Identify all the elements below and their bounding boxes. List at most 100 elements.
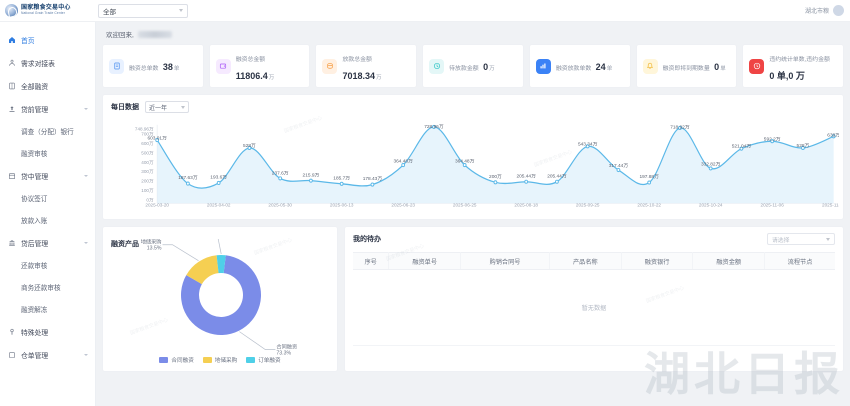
- line-chart-svg: [155, 124, 836, 204]
- legend-swatch-icon: [202, 357, 212, 363]
- sidebar-subitem-label: 放款入账: [21, 218, 48, 225]
- sidebar-subitem-label: 调查（分配）银行: [21, 129, 74, 136]
- sidebar-item-home[interactable]: 首页: [0, 28, 95, 51]
- svg-text:317.44万: 317.44万: [609, 163, 629, 169]
- org-selector[interactable]: 全部: [98, 3, 188, 18]
- svg-text:205.44万: 205.44万: [516, 173, 536, 179]
- table-header-row: 序号 融资单号 购销合同号 产品名称 融资银行 融资金额 流程节点: [353, 252, 835, 270]
- chart-icon: [535, 58, 551, 74]
- brand-logo[interactable]: 国家粮食交易中心 National Grain Trade Center: [0, 4, 90, 17]
- my-todo-panel: 我的待办 请选择 序号 融资单号 购销合同号 产品名称 融资银行: [344, 226, 844, 372]
- stat-card-pending-amount[interactable]: 待放款金额 0万: [422, 44, 524, 88]
- sidebar-nav: 首页 需求对接表 全部融资: [0, 22, 96, 406]
- sidebar-item-repayment-review[interactable]: 还款审核: [0, 254, 95, 276]
- sidebar-item-demand-table[interactable]: 需求对接表: [0, 51, 95, 74]
- stat-value: 11806.4: [235, 71, 268, 81]
- bank-icon: [9, 239, 15, 246]
- line-chart-canvas[interactable]: 0万 100万 200万 300万 400万 500万 600万 700万 748.96万 603…: [111, 115, 839, 217]
- sidebar-item-agreement-sign[interactable]: 协议签订: [0, 187, 95, 209]
- todo-filter-select[interactable]: 请选择: [767, 233, 835, 245]
- stat-value: 0: [714, 62, 720, 72]
- svg-text:521.04万: 521.04万: [732, 143, 752, 149]
- svg-text:364.48万: 364.48万: [455, 158, 475, 164]
- box-icon: [9, 351, 15, 358]
- sidebar-item-business-repayment-review[interactable]: 商务还款审核: [0, 276, 95, 298]
- svg-text:合同融资: 合同融资: [276, 343, 297, 351]
- main-content: 欢迎回来, 融资总单数 38单: [96, 22, 850, 406]
- stat-value: 0: [483, 62, 489, 72]
- sidebar-item-label: 贷前管理: [21, 106, 49, 114]
- chevron-down-icon: [84, 353, 88, 356]
- legend-swatch-icon: [159, 357, 169, 363]
- sidebar-item-all-financing[interactable]: 全部融资: [0, 74, 95, 97]
- stat-card-expiring-soon[interactable]: 融资即将到期数量 0单: [635, 44, 738, 88]
- svg-text:地储采购: 地储采购: [141, 239, 162, 246]
- table-col-bank: 融资银行: [621, 252, 694, 270]
- svg-text:364.48万: 364.48万: [393, 158, 413, 164]
- sidebar-item-financing-unfreeze[interactable]: 融资解冻: [0, 298, 95, 320]
- sidebar-subitem-label: 商务还款审核: [21, 285, 61, 292]
- org-selector-value: 全部: [103, 8, 116, 16]
- legend-label: 合同融资: [171, 358, 194, 364]
- stat-card-total-orders[interactable]: 融资总单数 38单: [102, 44, 204, 88]
- stat-label: 融资总单数: [129, 66, 159, 72]
- stat-unit: 单: [606, 66, 613, 72]
- stat-unit: 万: [375, 75, 382, 81]
- calendar-icon: [8, 172, 16, 179]
- svg-text:728.96万: 728.96万: [424, 124, 444, 130]
- legend-item-contract[interactable]: 合同融资: [159, 356, 194, 364]
- welcome-row: 欢迎回来,: [106, 29, 844, 39]
- svg-text:543.34万: 543.34万: [578, 141, 598, 147]
- coins-icon: [322, 58, 338, 74]
- todo-title: 我的待办: [353, 236, 381, 243]
- svg-text:187.63万: 187.63万: [178, 175, 198, 181]
- stat-unit: 单: [720, 66, 726, 72]
- wallet-icon: [215, 58, 231, 74]
- sidebar-item-label: 仓单管理: [21, 352, 49, 360]
- sidebar-group-post-loan[interactable]: 贷后管理: [0, 231, 95, 254]
- bell-icon: [642, 58, 658, 74]
- sidebar-item-label: 首页: [21, 37, 35, 45]
- username-masked: [137, 30, 172, 38]
- chevron-down-icon: [826, 237, 830, 241]
- sidebar-group-in-loan[interactable]: 贷中管理: [0, 164, 95, 187]
- svg-text:178.43万: 178.43万: [363, 176, 383, 182]
- stat-card-disbursed-amount[interactable]: 放款总金额 7018.34万: [315, 44, 418, 88]
- sidebar-group-pre-loan[interactable]: 贷前管理: [0, 97, 95, 120]
- svg-text:2025-04-02: 2025-04-02: [207, 202, 231, 207]
- svg-text:2025-05-30: 2025-05-30: [268, 202, 292, 207]
- sidebar-subitem-label: 还款审核: [21, 263, 48, 270]
- legend-item-order[interactable]: 订单融资: [246, 356, 281, 364]
- legend-label: 地储采购: [214, 358, 238, 364]
- clock-icon: [429, 58, 445, 74]
- brand-name-en: National Grain Trade Center: [21, 11, 65, 16]
- stat-label: 放款总金额: [342, 57, 372, 63]
- stat-card-disbursed-orders[interactable]: 融资放款单数 24单: [528, 44, 631, 88]
- user-avatar-icon[interactable]: [833, 5, 844, 16]
- sidebar-item-special-handling[interactable]: 特殊处理: [0, 320, 95, 343]
- stat-card-total-amount[interactable]: 融资总金额 11806.4万: [208, 44, 311, 88]
- sidebar-subitem-label: 融资审核: [21, 151, 48, 158]
- table-col-amount: 融资金额: [692, 252, 766, 270]
- svg-text:700万: 700万: [141, 131, 154, 137]
- svg-text:0万: 0万: [146, 198, 154, 204]
- sidebar-item-assign-bank[interactable]: 调查（分配）银行: [0, 120, 95, 142]
- date-range-selector[interactable]: 近一年: [145, 101, 189, 113]
- empty-state-text: 暂无数据: [581, 305, 607, 312]
- alert-icon: [749, 58, 765, 74]
- svg-text:205.44万: 205.44万: [547, 173, 567, 179]
- stat-card-default-stats[interactable]: 违约统计单数,违约金额 0 单,0 万: [742, 44, 845, 88]
- legend-item-reserve[interactable]: 地储采购: [202, 356, 238, 364]
- table-col-product-name: 产品名称: [549, 252, 622, 270]
- svg-text:197.88万: 197.88万: [639, 174, 659, 180]
- sidebar-item-loan-disbursement[interactable]: 放款入账: [0, 209, 95, 231]
- stat-unit: 单: [173, 66, 180, 72]
- sidebar-item-financing-review[interactable]: 融资审核: [0, 142, 95, 164]
- brand-name-cn: 国家粮食交易中心: [21, 5, 71, 12]
- stat-label: 待放款金额: [449, 66, 479, 72]
- sidebar-group-warehouse-receipt[interactable]: 仓单管理: [0, 343, 95, 366]
- file-icon: [109, 58, 124, 74]
- region-label: 湖北市粮: [804, 9, 829, 15]
